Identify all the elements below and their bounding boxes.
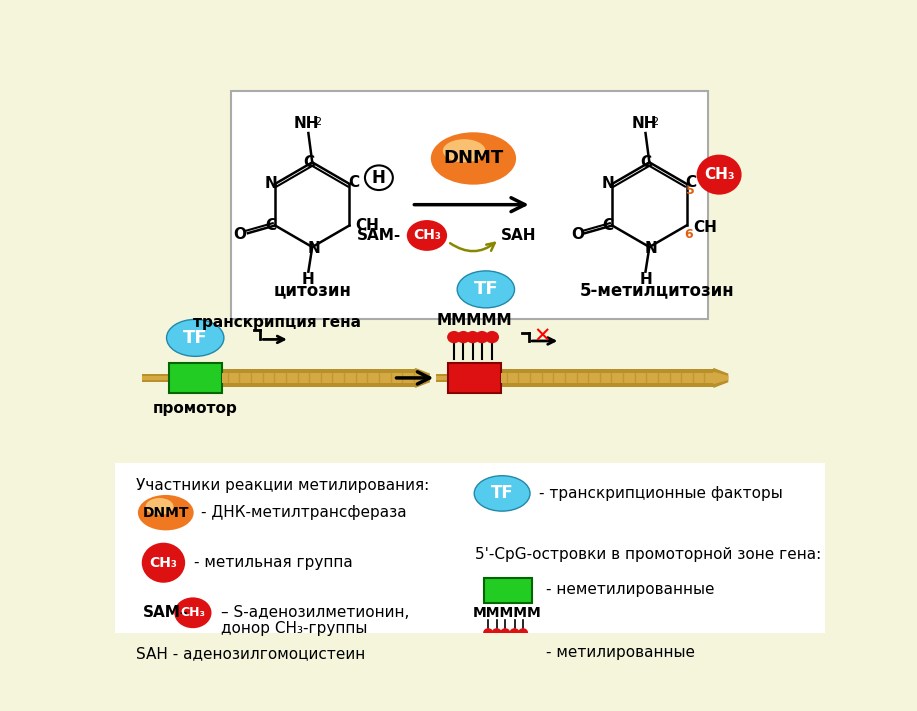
- Text: SAM–: SAM–: [142, 605, 188, 620]
- Ellipse shape: [443, 139, 485, 162]
- Text: NH: NH: [294, 117, 320, 132]
- Text: C: C: [602, 218, 613, 233]
- Text: O: O: [570, 228, 584, 242]
- Bar: [115, 463, 825, 633]
- Ellipse shape: [431, 132, 516, 185]
- Bar: [436, 375, 447, 380]
- Text: CH₃: CH₃: [181, 606, 205, 619]
- Text: CH₃: CH₃: [149, 556, 177, 570]
- Bar: [142, 374, 169, 382]
- Bar: [169, 363, 222, 393]
- Text: цитозин: цитозин: [273, 282, 351, 299]
- Text: - неметилированные: - неметилированные: [547, 582, 714, 597]
- Text: DNMT: DNMT: [443, 149, 503, 168]
- Text: донор CH₃-группы: донор CH₃-группы: [221, 621, 367, 636]
- Polygon shape: [713, 373, 728, 383]
- Ellipse shape: [174, 597, 212, 629]
- Text: ✕: ✕: [533, 326, 550, 346]
- Text: C: C: [640, 155, 651, 170]
- Text: - ДНК-метилтрансфераза: - ДНК-метилтрансфераза: [201, 506, 406, 520]
- Text: C: C: [685, 175, 696, 190]
- Text: 5: 5: [686, 183, 695, 196]
- Text: - транскрипционные факторы: - транскрипционные факторы: [539, 486, 783, 501]
- Ellipse shape: [146, 498, 173, 515]
- Text: CH: CH: [692, 220, 717, 235]
- Ellipse shape: [510, 629, 520, 637]
- Text: C: C: [348, 175, 359, 190]
- Text: TF: TF: [473, 280, 498, 299]
- Text: транскрипция гена: транскрипция гена: [193, 315, 361, 330]
- Ellipse shape: [500, 629, 510, 637]
- Bar: [436, 374, 447, 382]
- Ellipse shape: [142, 542, 185, 583]
- Ellipse shape: [458, 271, 514, 308]
- Text: H: H: [639, 272, 652, 287]
- Text: C: C: [266, 218, 277, 233]
- Ellipse shape: [492, 629, 502, 637]
- Bar: [501, 373, 713, 383]
- Bar: [142, 375, 169, 380]
- Ellipse shape: [447, 331, 461, 343]
- Text: - метильная группа: - метильная группа: [194, 555, 353, 570]
- Text: SAH: SAH: [501, 228, 536, 243]
- Bar: [501, 369, 713, 387]
- Text: Участники реакции метилирования:: Участники реакции метилирования:: [137, 478, 429, 493]
- Ellipse shape: [407, 220, 447, 251]
- Polygon shape: [415, 373, 429, 383]
- Text: N: N: [307, 241, 320, 256]
- Text: CH₃: CH₃: [413, 228, 441, 242]
- Text: H: H: [372, 169, 386, 187]
- Text: 2: 2: [315, 117, 321, 127]
- FancyBboxPatch shape: [231, 92, 708, 319]
- Text: промотор: промотор: [153, 401, 238, 416]
- Ellipse shape: [365, 166, 392, 190]
- Text: TF: TF: [182, 329, 207, 347]
- Text: - метилированные: - метилированные: [547, 645, 695, 660]
- Ellipse shape: [138, 495, 193, 530]
- Bar: [222, 369, 415, 387]
- Text: 2: 2: [651, 117, 658, 127]
- Text: SAM-: SAM-: [357, 228, 402, 243]
- Ellipse shape: [475, 331, 489, 343]
- Ellipse shape: [466, 331, 480, 343]
- Text: N: N: [602, 176, 614, 191]
- Bar: [115, 85, 825, 463]
- Ellipse shape: [474, 476, 530, 511]
- Ellipse shape: [167, 319, 224, 356]
- Text: N: N: [645, 241, 657, 256]
- Text: 5-метилцитозин: 5-метилцитозин: [580, 282, 735, 299]
- Ellipse shape: [485, 331, 499, 343]
- Bar: [222, 373, 415, 383]
- Text: CH₃: CH₃: [704, 167, 735, 182]
- Text: TF: TF: [491, 484, 514, 503]
- Text: 6: 6: [684, 228, 692, 241]
- Text: O: O: [234, 228, 247, 242]
- Text: N: N: [265, 176, 278, 191]
- Text: МММММ: МММММ: [436, 313, 512, 328]
- Text: NH: NH: [631, 117, 657, 132]
- Text: SAH - аденозилгомоцистеин: SAH - аденозилгомоцистеин: [137, 646, 366, 661]
- Text: H: H: [302, 272, 315, 287]
- Ellipse shape: [697, 154, 742, 195]
- Bar: [484, 640, 533, 664]
- Text: – S-аденозилметионин,: – S-аденозилметионин,: [221, 605, 409, 620]
- Ellipse shape: [483, 629, 493, 637]
- Ellipse shape: [518, 629, 528, 637]
- Text: C: C: [303, 155, 314, 170]
- Polygon shape: [713, 369, 728, 387]
- Polygon shape: [415, 369, 429, 387]
- Ellipse shape: [457, 331, 470, 343]
- Bar: [484, 578, 533, 603]
- Text: МММММ: МММММ: [473, 606, 542, 620]
- Text: DNMT: DNMT: [142, 506, 189, 520]
- Text: CH: CH: [356, 218, 380, 233]
- Bar: [447, 363, 501, 393]
- Text: 5'-CpG-островки в промоторной зоне гена:: 5'-CpG-островки в промоторной зоне гена:: [475, 547, 822, 562]
